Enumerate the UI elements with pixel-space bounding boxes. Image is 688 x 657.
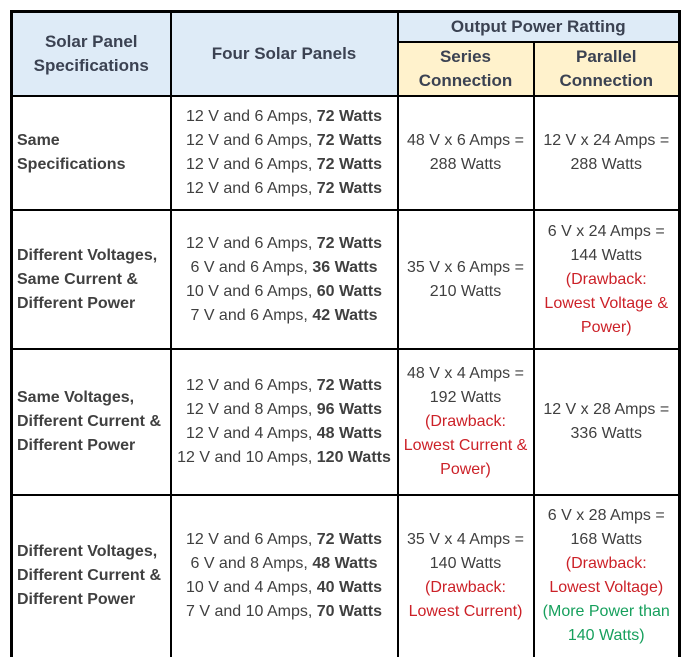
header-solar-panel-specifications: Solar Panel Specifications — [10, 10, 172, 97]
series-connection-cell: 48 V x 6 Amps = 288 Watts — [396, 95, 535, 211]
series-connection-cell: 35 V x 6 Amps = 210 Watts — [396, 209, 535, 350]
header-parallel-connection: Parallel Connection — [532, 41, 681, 97]
panels-cell: 12 V and 6 Amps, 72 Watts 6 V and 6 Amps,… — [169, 209, 399, 350]
panels-cell: 12 V and 6 Amps, 72 Watts 12 V and 8 Amps… — [169, 348, 399, 496]
parallel-connection-cell: 12 V x 24 Amps = 288 Watts — [532, 95, 681, 211]
header-row-top: Solar Panel Specifications Four Solar Pa… — [10, 10, 681, 97]
spec-label: Different Voltages, Same Current & Diffe… — [10, 209, 172, 350]
header-four-solar-panels: Four Solar Panels — [169, 10, 399, 97]
series-connection-cell: 35 V x 4 Amps = 140 Watts (Drawback: Low… — [396, 494, 535, 657]
table-row-same-specifications: Same Specifications 12 V and 6 Amps, 72 … — [10, 95, 681, 211]
header-row-sub: Series Connection Parallel Connection — [12, 41, 681, 97]
panels-cell: 12 V and 6 Amps, 72 Watts 6 V and 8 Amps,… — [169, 494, 399, 657]
parallel-connection-cell: 12 V x 28 Amps = 336 Watts — [532, 348, 681, 496]
parallel-connection-cell: 6 V x 24 Amps = 144 Watts (Drawback: Low… — [532, 209, 681, 350]
header-output-power-rating: Output Power Ratting — [396, 10, 681, 43]
solar-panel-comparison-table: Solar Panel Specifications Four Solar Pa… — [10, 10, 681, 657]
table-row-different-voltages-different-current: Different Voltages, Different Current & … — [10, 494, 681, 657]
spec-label: Different Voltages, Different Current & … — [10, 494, 172, 657]
series-connection-cell: 48 V x 4 Amps = 192 Watts (Drawback: Low… — [396, 348, 535, 496]
header-series-connection: Series Connection — [396, 41, 535, 97]
panels-cell: 12 V and 6 Amps, 72 Watts 12 V and 6 Amps… — [169, 95, 399, 211]
parallel-connection-cell: 6 V x 28 Amps = 168 Watts (Drawback: Low… — [532, 494, 681, 657]
spec-label: Same Specifications — [10, 95, 172, 211]
table-row-different-voltages-same-current: Different Voltages, Same Current & Diffe… — [10, 209, 681, 350]
spec-label: Same Voltages, Different Current & Diffe… — [10, 348, 172, 496]
table-row-same-voltages-different-current: Same Voltages, Different Current & Diffe… — [10, 348, 681, 496]
